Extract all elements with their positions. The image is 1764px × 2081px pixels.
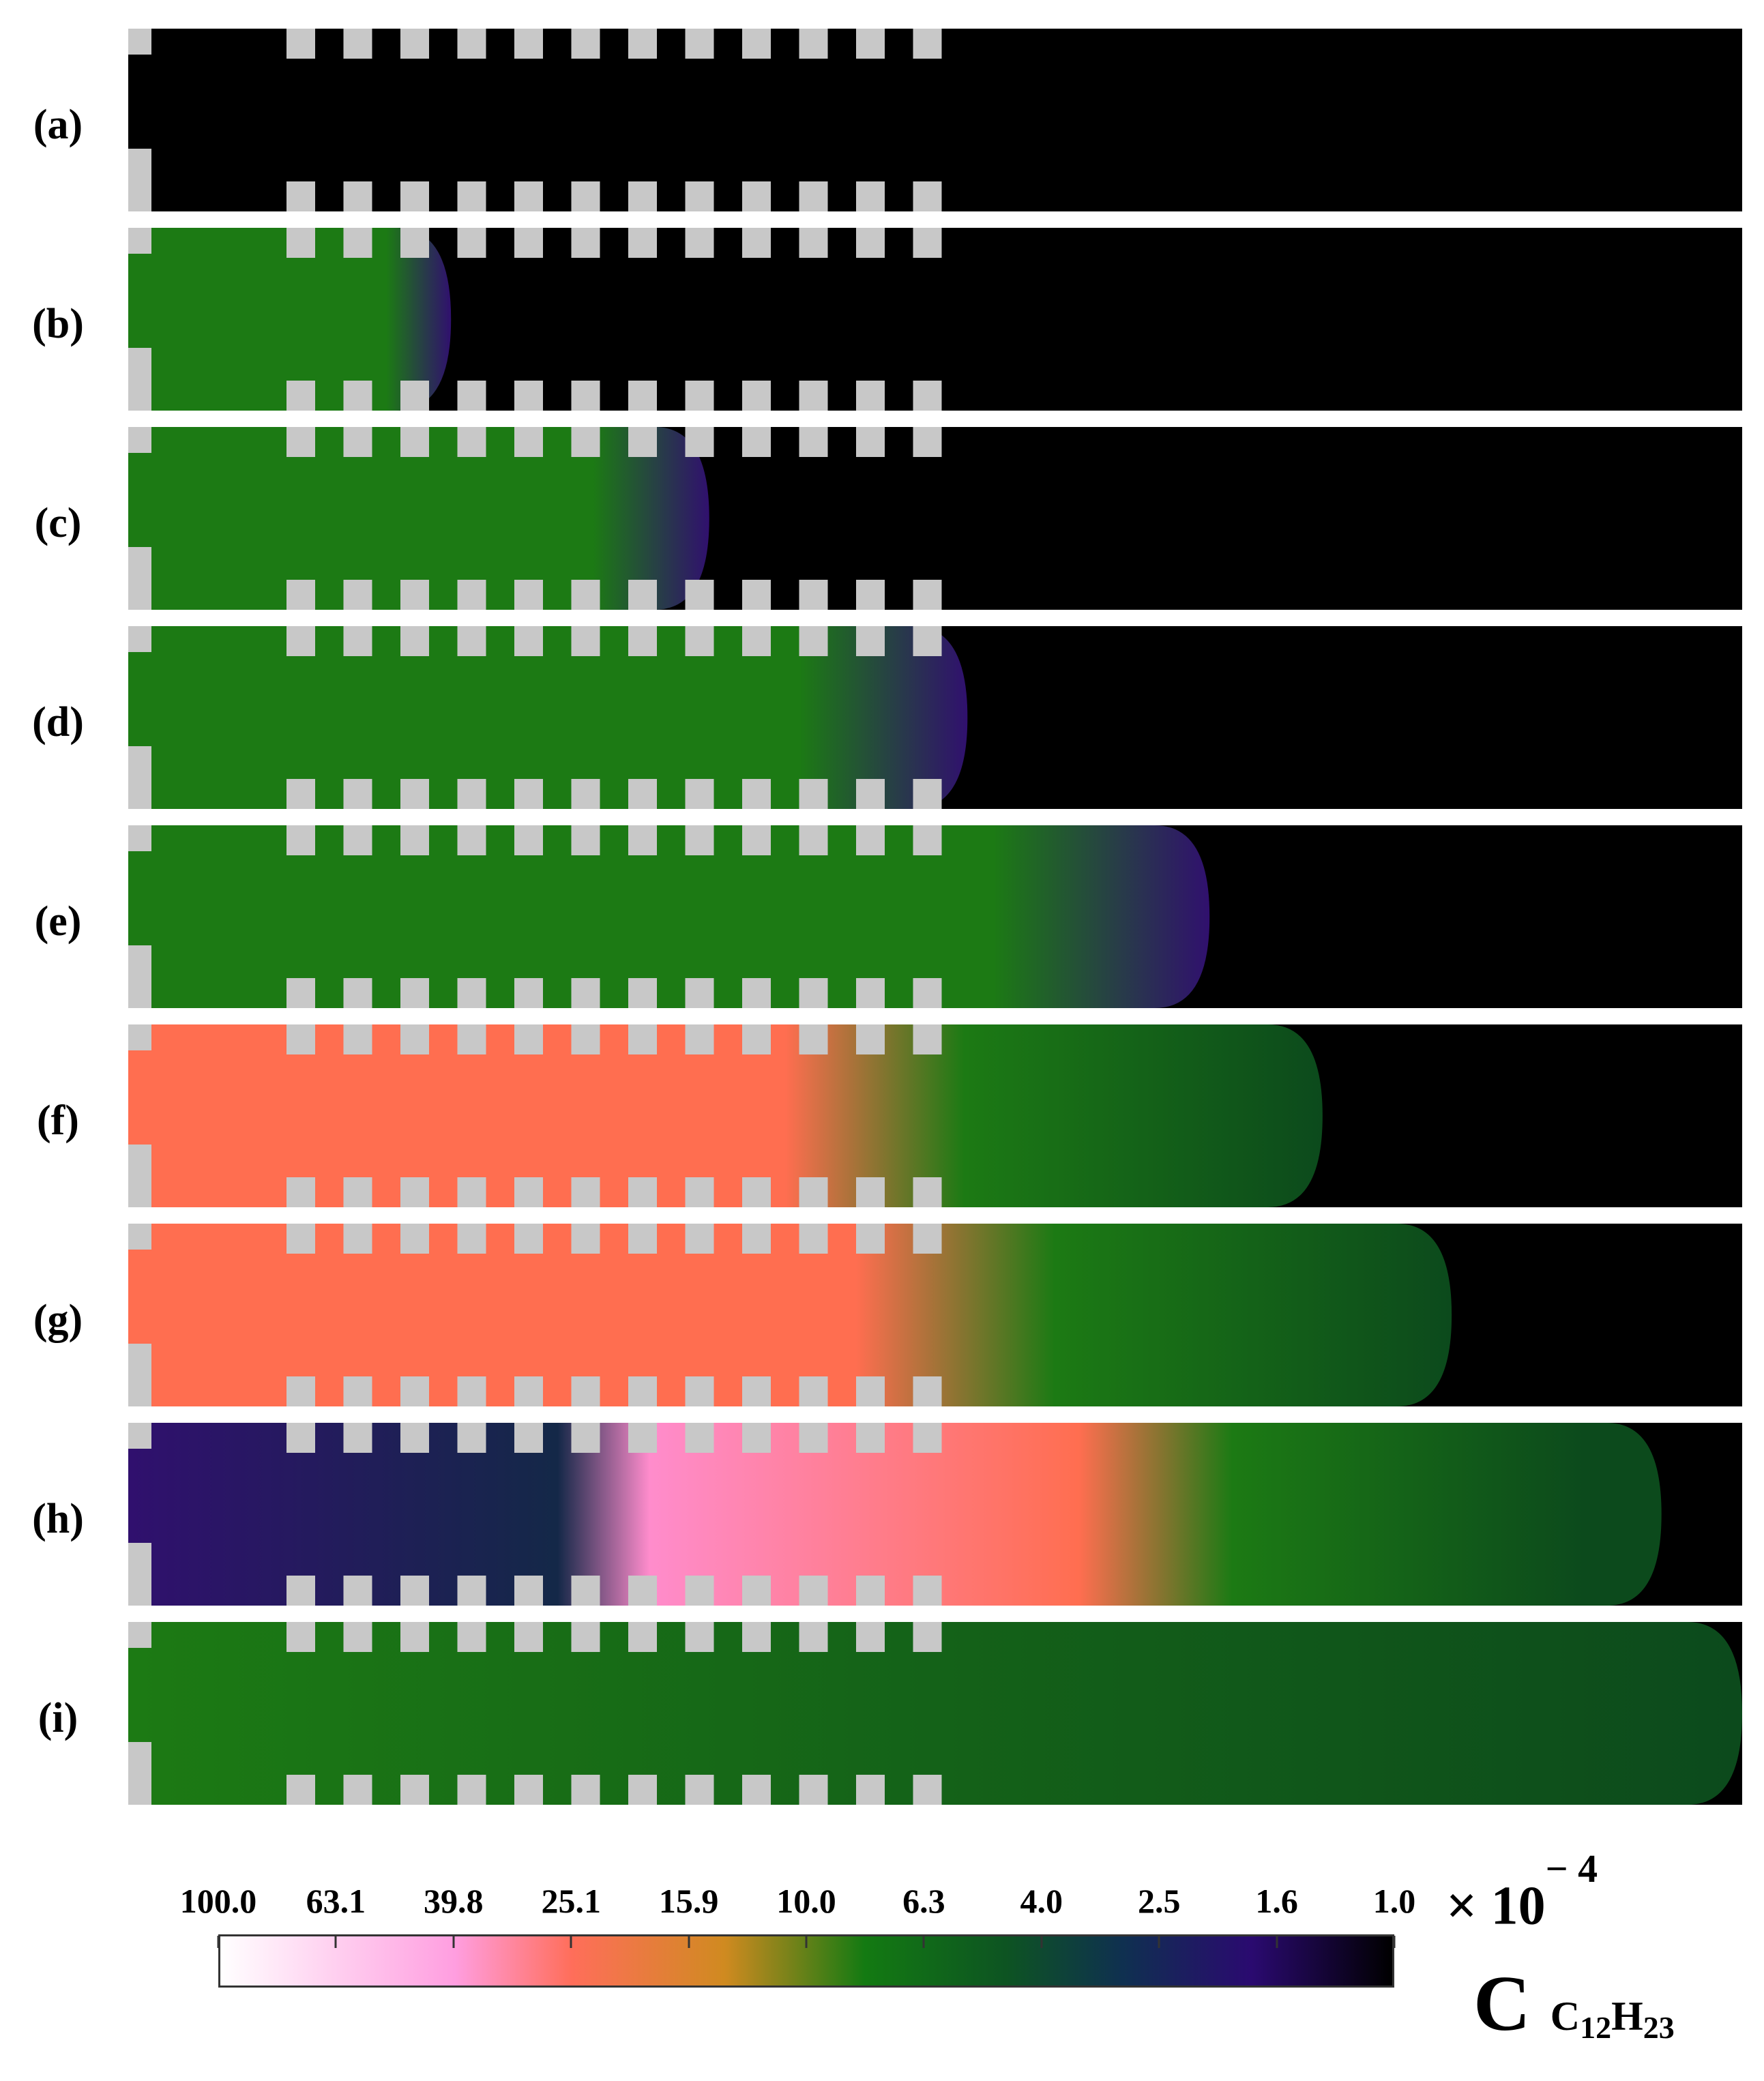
colorbar-tick-mark	[1040, 1936, 1043, 1948]
colorbar-quantity-label: C C12H23	[1473, 1964, 1675, 2043]
multiplier-exponent: − 4	[1545, 1846, 1598, 1891]
colorbar-tick-label: 100.0	[179, 1882, 257, 1920]
frame-label: (e)	[34, 898, 82, 945]
frame-label: (h)	[32, 1496, 84, 1542]
colorbar-tick-label: 10.0	[776, 1882, 836, 1920]
colorbar-tick-mark	[452, 1936, 455, 1948]
frame-label: (f)	[37, 1097, 79, 1144]
frame-label: (c)	[34, 500, 82, 546]
simulation-frame	[128, 29, 1742, 211]
colorbar-tick-mark	[922, 1936, 925, 1948]
colorbar-tick-label: 1.0	[1372, 1882, 1416, 1920]
simulation-frame	[128, 1622, 1742, 1805]
colorbar-tick-mark	[805, 1936, 808, 1948]
colorbar-tick-mark	[1158, 1936, 1160, 1948]
simulation-frame	[128, 825, 1742, 1008]
colorbar-tick-label: 6.3	[902, 1882, 945, 1920]
multiplier-base: × 10	[1446, 1876, 1546, 1936]
colorbar-tick-mark	[570, 1936, 572, 1948]
quantity-symbol: C	[1473, 1960, 1531, 2048]
frame-label: (i)	[38, 1695, 78, 1741]
colorbar-tick-label: 15.9	[658, 1882, 719, 1920]
quantity-subscript: C12H23	[1550, 1994, 1675, 2045]
colorbar-tick-label: 2.5	[1137, 1882, 1181, 1920]
simulation-frame	[128, 1423, 1742, 1606]
simulation-frame	[128, 427, 1742, 610]
colorbar-tick-label: 39.8	[424, 1882, 484, 1920]
simulation-frame	[128, 228, 1742, 411]
colorbar-tick-label: 63.1	[306, 1882, 366, 1920]
simulation-frame	[128, 1024, 1742, 1207]
colorbar-tick-label: 25.1	[541, 1882, 601, 1920]
colorbar-multiplier: × 10− 4	[1446, 1846, 1598, 1938]
colorbar-tick-mark	[217, 1936, 220, 1948]
colorbar-tick-mark	[1276, 1936, 1278, 1948]
colorbar-tick-mark	[334, 1936, 337, 1948]
frame-label: (g)	[33, 1297, 83, 1343]
frame-label: (a)	[33, 102, 83, 148]
simulation-frame	[128, 626, 1742, 809]
frame-label: (b)	[32, 301, 84, 347]
colorbar-tick-label: 1.6	[1255, 1882, 1298, 1920]
colorbar-tick-mark	[1393, 1936, 1396, 1948]
colorbar-tick-label: 4.0	[1020, 1882, 1063, 1920]
simulation-frame	[128, 1224, 1742, 1406]
frame-label: (d)	[32, 699, 84, 746]
colorbar-tick-mark	[688, 1936, 690, 1948]
